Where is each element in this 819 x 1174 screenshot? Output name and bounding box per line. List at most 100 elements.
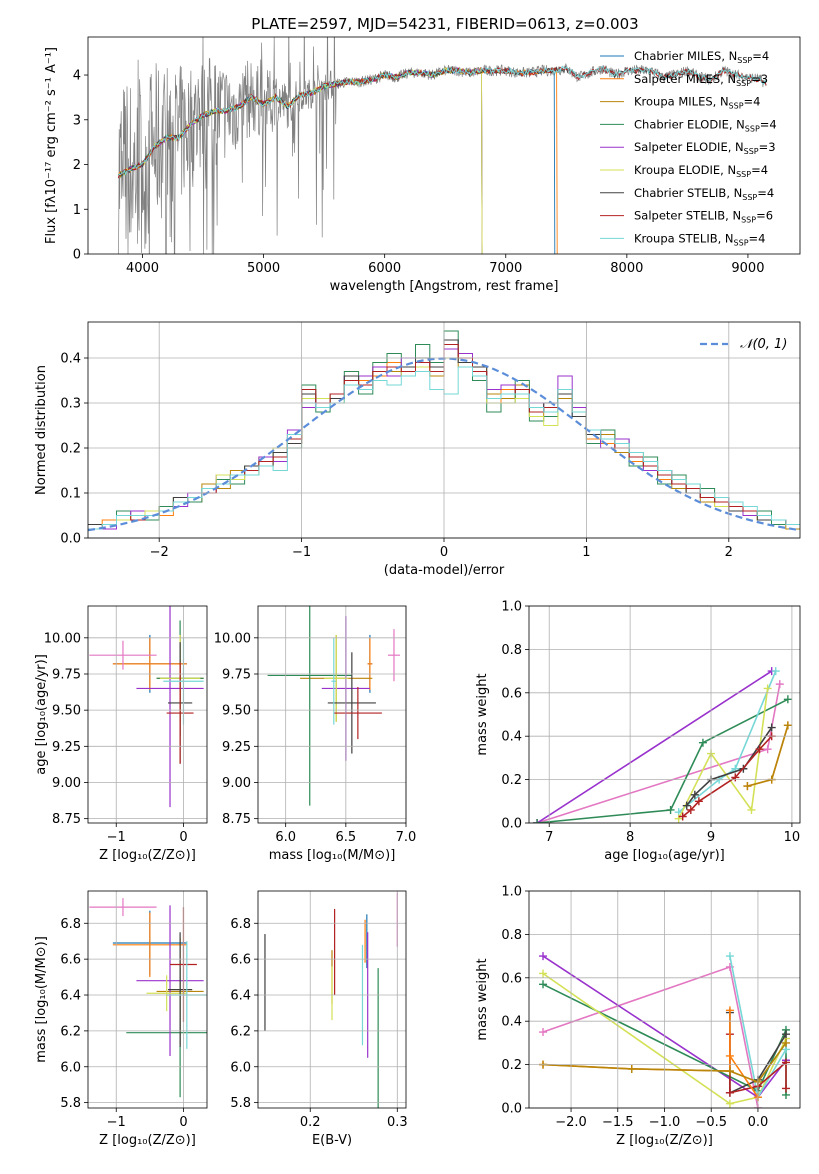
- errorbar-point-9: [89, 898, 157, 917]
- legend-text: =4: [749, 231, 766, 245]
- weight-marker: [698, 738, 707, 747]
- y-tick-label: 0.2: [501, 1058, 522, 1073]
- legend-text: Chabrier STELIB, N: [634, 186, 742, 200]
- weight-marker: [775, 680, 784, 689]
- weight-marker: [725, 952, 734, 961]
- weight-marker: [743, 782, 752, 791]
- panel-spectrum: 4000 5000 6000 7000 8000 9000 0 1 2 3 4 wavelength …: [44, 15, 801, 294]
- weight-marker: [781, 1038, 790, 1047]
- legend-label-5: Kroupa ELODIE, NSSP=4: [634, 163, 768, 179]
- y-tick-label: 3: [73, 113, 81, 128]
- y-tick-label: 0.0: [60, 532, 81, 547]
- y-tick-label: 0.4: [501, 730, 522, 745]
- weight-marker: [767, 723, 776, 732]
- y-tick-label: 0.1: [60, 487, 81, 502]
- y-tick-label: 5.8: [60, 1096, 81, 1111]
- y-tick-label: 0.2: [60, 442, 81, 457]
- x-tick-label: −1: [292, 545, 311, 560]
- y-tick-label: 6.0: [60, 1060, 81, 1075]
- x-tick-label: 8: [626, 830, 634, 845]
- axes-frame: [87, 890, 208, 1109]
- weight-marker: [627, 1064, 636, 1073]
- weight-line-7: [542, 1010, 759, 1098]
- weight-marker: [781, 1058, 790, 1067]
- axes-frame: [87, 605, 208, 824]
- legend-subscript: SSP: [744, 147, 759, 156]
- y-tick-label: 9.00: [52, 776, 81, 791]
- y-tick-label: 1: [73, 203, 81, 218]
- legend-text: Chabrier MILES, N: [634, 49, 737, 63]
- model-spectrum-8: [117, 65, 767, 176]
- legend-subscript: SSP: [742, 193, 757, 202]
- y-tick-label: 0.6: [501, 686, 522, 701]
- legend-subscript: SSP: [736, 170, 751, 179]
- legend-text: =4: [752, 49, 769, 63]
- legend-label-0: Chabrier MILES, NSSP=4: [634, 49, 769, 65]
- weight-marker: [763, 745, 772, 754]
- y-tick-label: 6.8: [60, 917, 81, 932]
- plot-area: [117, 37, 767, 254]
- legend-text: Kroupa ELODIE, N: [634, 163, 736, 177]
- x-tick-label: 0.3: [387, 1115, 408, 1130]
- weight-line-3: [542, 972, 787, 1105]
- chart-title: PLATE=2597, MJD=54231, FIBERID=0613, z=0…: [251, 15, 638, 33]
- plot-area: [267, 606, 400, 806]
- errorbar-point-6: [327, 652, 376, 754]
- weight-marker: [755, 745, 764, 754]
- plot-area: [264, 892, 398, 1108]
- errorbar-point-7: [333, 687, 382, 740]
- x-axis-label: mass [log₁₀(M/M⊙)]: [269, 848, 396, 863]
- panel-mass-vs-EBV: 0.2 0.3 5.8 6.0 6.2 6.4 6.6 6.8 E(B-V): [230, 890, 408, 1148]
- weight-marker: [694, 797, 703, 806]
- weight-marker: [539, 1028, 548, 1037]
- errorbar-point-1: [112, 912, 187, 978]
- weight-line-1: [536, 670, 773, 823]
- weight-marker: [763, 684, 772, 693]
- legend-text: =4: [744, 95, 761, 109]
- x-axis-label: age [log₁₀(age/yr)]: [604, 848, 725, 863]
- legend-text: =4: [760, 117, 777, 131]
- x-tick-label: 1: [582, 545, 590, 560]
- y-tick-label: 6.8: [230, 917, 251, 932]
- y-tick-label: 9.50: [222, 704, 251, 719]
- weight-marker: [686, 805, 695, 814]
- x-axis-label: Z [log₁₀(Z/Z⊙)]: [99, 848, 196, 863]
- y-tick-label: 0.3: [60, 397, 81, 412]
- panel-mass-weight-vs-age: 7 8 9 10 0.0 0.2 0.4 0.6 0.8 1.0 age [log₁₀(age/yr…: [475, 600, 801, 863]
- x-tick-label: 7.0: [396, 830, 417, 845]
- y-tick-label: 6.4: [60, 989, 81, 1004]
- y-tick-label: 0.0: [501, 1102, 522, 1117]
- weight-marker: [666, 805, 675, 814]
- plot-area: [89, 606, 204, 808]
- panel-age-vs-mass: 6.0 6.5 7.0 8.75 9.00 9.25 9.50 9.75 10.00 mass […: [214, 605, 417, 863]
- x-tick-label: −1.0: [649, 1115, 681, 1130]
- weight-marker: [725, 1051, 734, 1060]
- y-tick-label: 9.50: [52, 704, 81, 719]
- axes-frame: [528, 605, 801, 824]
- x-tick-label: −2.0: [555, 1115, 587, 1130]
- axes-frame: [87, 36, 801, 255]
- x-tick-label: −0.5: [695, 1115, 727, 1130]
- weight-line-5: [686, 727, 773, 807]
- weight-marker: [674, 814, 683, 823]
- x-tick-label: 10: [784, 830, 801, 845]
- weight-marker: [539, 980, 548, 989]
- axes-frame: [87, 321, 801, 539]
- legend-text: Salpeter STELIB, N: [634, 209, 741, 223]
- errorbar-point-1: [367, 637, 373, 690]
- x-axis-label: Z [log₁₀(Z/Z⊙)]: [99, 1133, 196, 1148]
- x-tick-label: 7: [545, 830, 553, 845]
- x-axis-label: (data-model)/error: [384, 563, 505, 578]
- plot-area: [89, 898, 207, 1098]
- y-tick-label: 6.6: [60, 953, 81, 968]
- weight-marker: [725, 1067, 734, 1076]
- y-tick-label: 10.00: [214, 631, 251, 646]
- weight-line-0: [536, 683, 781, 823]
- y-tick-label: 1.0: [501, 885, 522, 900]
- weight-marker: [725, 1099, 734, 1108]
- legend-label-2: Kroupa MILES, NSSP=4: [634, 95, 760, 111]
- errorbar-point-1: [112, 637, 187, 690]
- y-tick-label: 9.25: [52, 740, 81, 755]
- y-axis-label: Flux [fλ10⁻¹⁷ erg cm⁻² s⁻¹ A⁻¹]: [44, 47, 59, 244]
- y-tick-label: 1.0: [501, 600, 522, 615]
